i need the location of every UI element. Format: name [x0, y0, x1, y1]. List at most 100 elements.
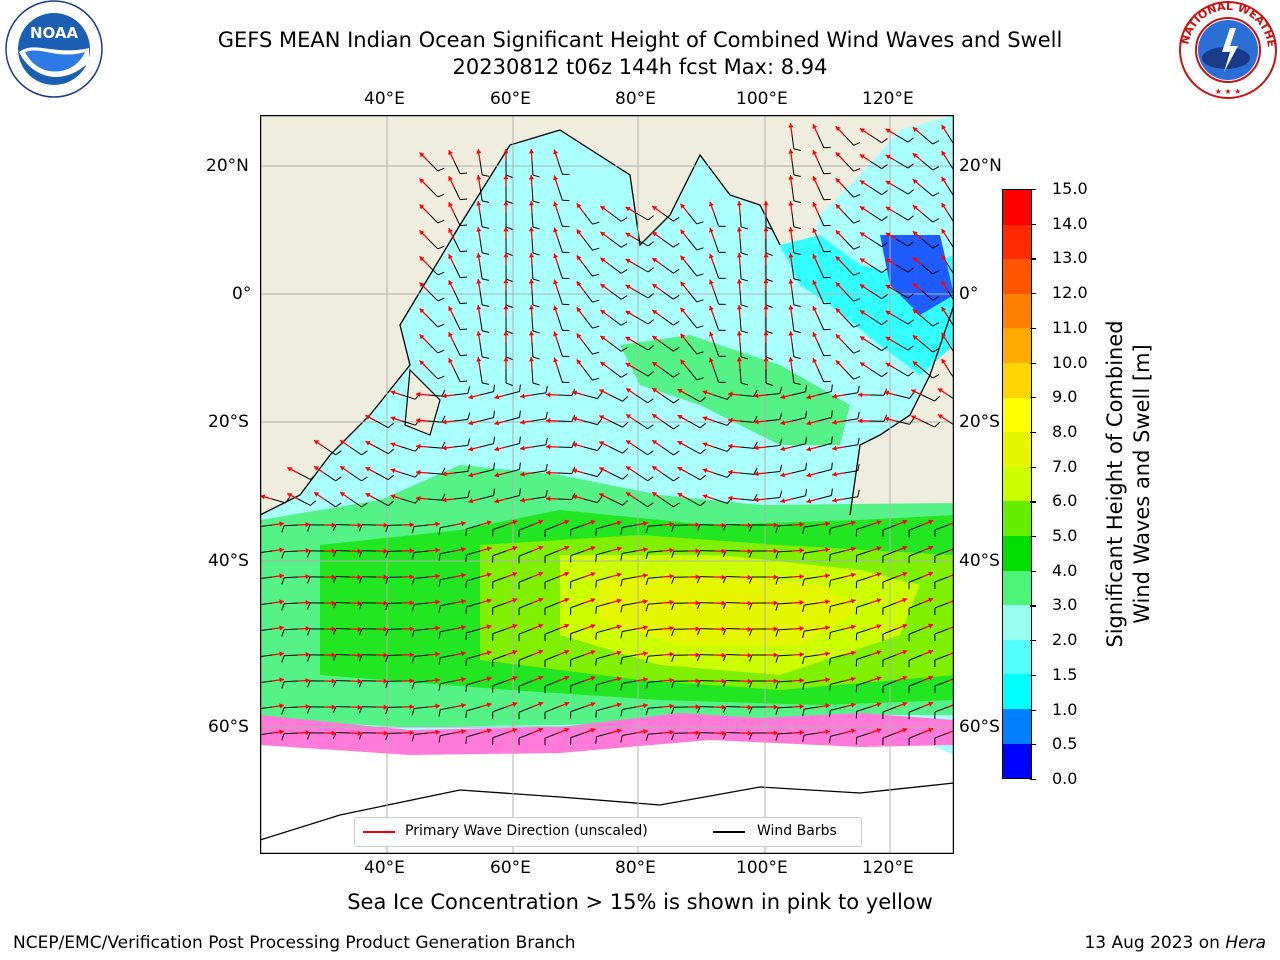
wind-barb-shaft [492, 654, 507, 661]
wind-barb-feather [306, 602, 311, 610]
wind-barb-feather [281, 525, 285, 533]
wave-arrow-head [435, 677, 440, 683]
wind-legend-label: Wind Barbs [757, 823, 837, 839]
wave-arrow-head [812, 176, 818, 182]
wind-barb-shaft [648, 732, 663, 735]
wind-barb-feather [673, 372, 680, 378]
wind-barb-shaft [622, 602, 637, 606]
wind-barb-shaft [544, 576, 559, 583]
wave-arrow-head [728, 443, 733, 449]
wind-barb-shaft [544, 550, 559, 557]
wind-barb-shaft [453, 470, 468, 474]
wind-barb-shaft [570, 602, 585, 609]
wind-barb-shaft [453, 238, 461, 252]
wind-barb-feather [437, 375, 445, 380]
wind-barb-feather [592, 247, 600, 251]
wind-barb-shaft [453, 392, 468, 396]
wave-arrow-head [305, 548, 310, 554]
wave-arrow-head [383, 626, 388, 632]
wind-barb-shaft [414, 602, 429, 605]
wind-barb-feather [620, 631, 623, 639]
wind-barb-feather [696, 706, 701, 714]
wave-arrow-head [747, 600, 752, 606]
wave-arrow-head [721, 678, 726, 684]
wind-barb-feather [673, 320, 680, 326]
wind-barb-feather [805, 436, 808, 444]
wind-barb-feather [532, 174, 540, 178]
wave-arrow-head [695, 730, 700, 736]
wind-barb-feather [647, 450, 654, 456]
wave-arrow-head [680, 229, 686, 235]
wave-arrow-head [850, 702, 856, 708]
wave-arrow-head [754, 497, 759, 503]
wind-barb-shaft [596, 706, 611, 712]
wave-arrow-head [912, 335, 918, 341]
wave-arrow-head [331, 626, 336, 632]
wind-barb-shaft [856, 524, 871, 530]
wind-barb-shaft [713, 498, 728, 504]
wave-arrow-head [708, 201, 714, 207]
wave-arrow-head [279, 599, 284, 605]
wave-arrow-head [763, 331, 769, 336]
wind-barb-feather [438, 553, 441, 561]
wind-barb-feather [467, 438, 471, 446]
wind-barb-feather [828, 658, 831, 666]
wind-barb-feather [673, 216, 680, 222]
wind-barb-shaft [518, 602, 533, 609]
wave-arrow-head [600, 335, 606, 341]
wind-barb-feather [532, 304, 540, 308]
wave-arrow-head [546, 392, 551, 398]
wave-arrow-head [885, 128, 891, 134]
wind-barb-feather [907, 241, 914, 247]
wave-arrow-head [442, 497, 447, 503]
wind-barb-shaft [531, 212, 534, 228]
wave-arrow-head [416, 417, 421, 423]
wind-barb-feather [932, 166, 940, 171]
wind-barb-feather [437, 323, 445, 328]
lat-label-left-40s: 40°S [208, 551, 249, 571]
wind-barb-feather [505, 174, 513, 178]
colorbar-tick [1030, 397, 1036, 399]
wind-barb-shaft [466, 628, 481, 634]
wind-barb-shaft [765, 497, 780, 500]
wind-barb-shaft [739, 446, 754, 449]
wind-barb-feather [881, 138, 888, 144]
wave-arrow-head [911, 389, 917, 394]
wind-barb-feather [335, 502, 342, 508]
wave-arrow-head [680, 255, 686, 261]
wave-arrow-head [512, 571, 518, 577]
wind-barb-shaft [453, 160, 461, 174]
wind-barb-shaft [687, 290, 698, 303]
wind-barb-shaft [492, 732, 507, 739]
wind-barb-shaft [777, 732, 793, 735]
wave-arrow-head [799, 651, 804, 658]
wind-barb-shaft [531, 444, 546, 448]
wind-barb-feather [647, 215, 654, 221]
wave-arrow-head [832, 445, 837, 451]
wave-arrow-head [832, 419, 837, 425]
wave-arrow-head [912, 361, 918, 367]
colorbar-tick-label: 10.0 [1052, 352, 1088, 372]
wind-barb-feather [460, 224, 468, 227]
wind-barb-feather [467, 464, 471, 472]
wave-arrow-head [383, 652, 388, 658]
wind-barb-shaft [661, 316, 674, 326]
wind-barb-shaft [283, 680, 299, 683]
wave-arrow-head [669, 703, 674, 709]
wave-arrow-head [763, 227, 769, 232]
wind-barb-feather [699, 396, 706, 403]
wind-barb-feather [460, 250, 468, 253]
wind-barb-feather [831, 410, 833, 418]
wind-barb-feather [793, 148, 801, 151]
wave-arrow-head [902, 545, 908, 551]
wave-arrow-head [553, 279, 559, 285]
wave-arrow-head [832, 393, 837, 399]
wave-arrow-head [825, 521, 830, 527]
wind-barb-shaft [739, 264, 742, 279]
wind-barb-feather [907, 319, 914, 325]
wave-arrow-head [409, 704, 414, 710]
wind-barb-feather [828, 710, 831, 718]
wave-legend-label: Primary Wave Direction (unscaled) [405, 823, 648, 839]
wind-barb-feather [765, 382, 773, 386]
wind-barb-shaft [427, 472, 442, 475]
